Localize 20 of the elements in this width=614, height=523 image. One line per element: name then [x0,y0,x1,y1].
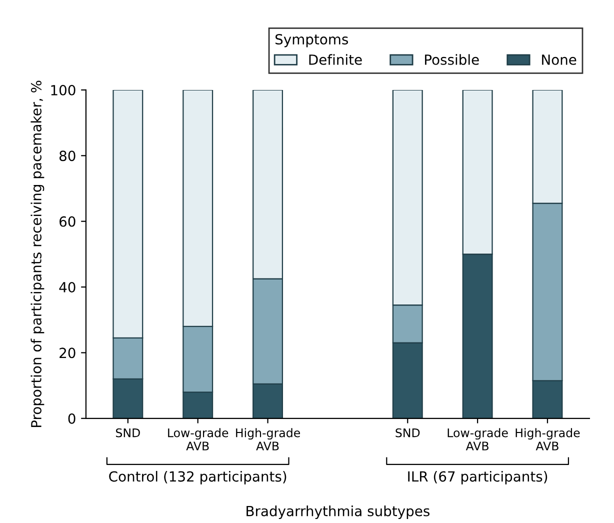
x-tick-label: High-grade AVB [516,428,580,450]
x-tick-label: High-grade AVB [236,428,300,450]
y-tick-label: 40 [59,282,76,292]
text: Control (132 participants) [109,470,286,484]
legend-title: Symptoms [276,34,348,48]
y-tick-label: 20 [60,348,76,358]
x-tick-label: Low-grade AVB [168,428,228,450]
legend-label: Possible [425,54,479,65]
y-tick-label: 0 [68,413,76,424]
y-tick-label: 60 [60,216,76,227]
x-tick-label: SND [396,428,420,438]
x-tick-label: SND [116,428,140,438]
y-axis-title: Proportion of participants receiving pacemaker, % [30,80,44,428]
text: ILR (67 participants) [408,470,548,484]
legend-label: None [542,54,576,65]
x-tick-label: Low-grade AVB [448,428,508,450]
x-axis-title: Bradyarrhythmia subtypes [246,506,430,519]
legend-label: Definite [309,54,362,65]
y-tick-label: 80 [60,150,76,162]
y-tick-label: 100 [51,84,76,96]
